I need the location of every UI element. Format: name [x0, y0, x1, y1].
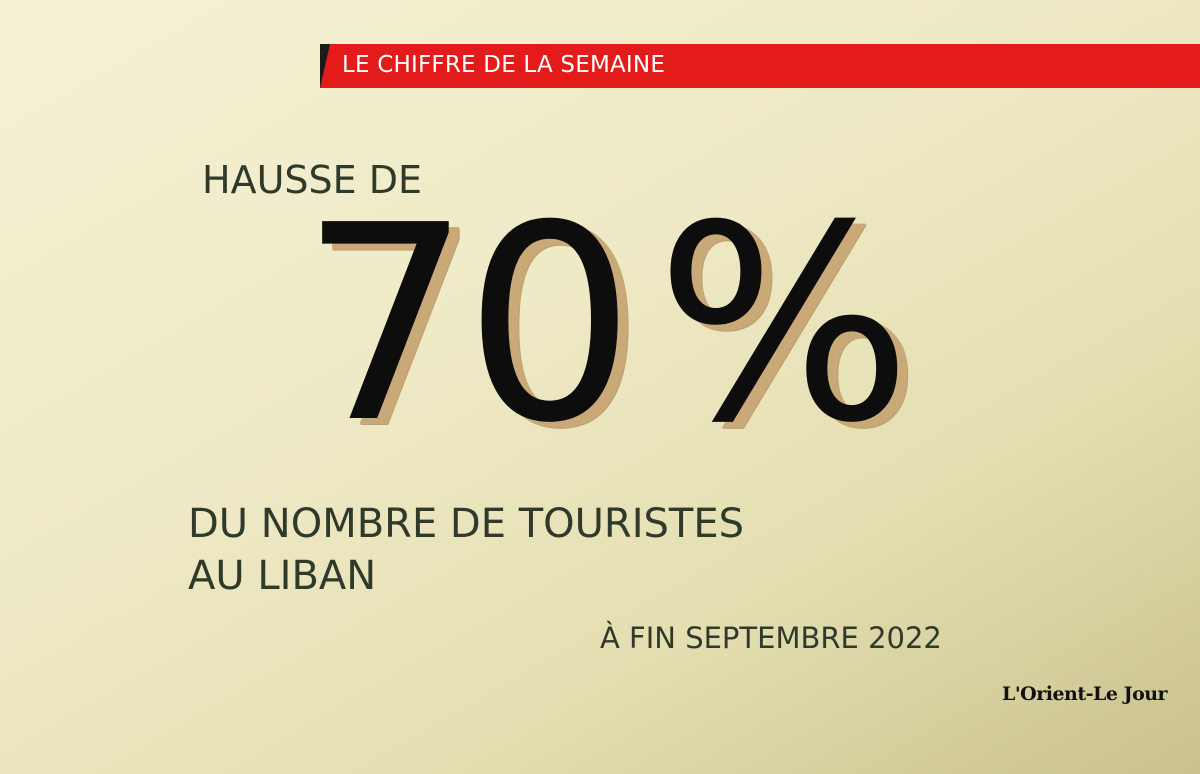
date-label: À FIN SEPTEMBRE 2022	[600, 621, 942, 655]
brand-logo: L'Orient-Le Jour	[1002, 683, 1168, 705]
banner-notch	[320, 44, 330, 88]
big-percentage: 70%	[300, 190, 912, 460]
description-line-2: AU LIBAN	[188, 553, 377, 599]
description-line-1: DU NOMBRE DE TOURISTES	[188, 501, 744, 547]
percentage-value: 70	[300, 167, 636, 482]
headline-description: DU NOMBRE DE TOURISTES AU LIBAN	[188, 498, 744, 602]
headline-lead: HAUSSE DE	[202, 158, 422, 202]
header-banner	[320, 44, 1200, 88]
percentage-unit: %	[655, 167, 913, 482]
banner-label: LE CHIFFRE DE LA SEMAINE	[342, 52, 666, 78]
